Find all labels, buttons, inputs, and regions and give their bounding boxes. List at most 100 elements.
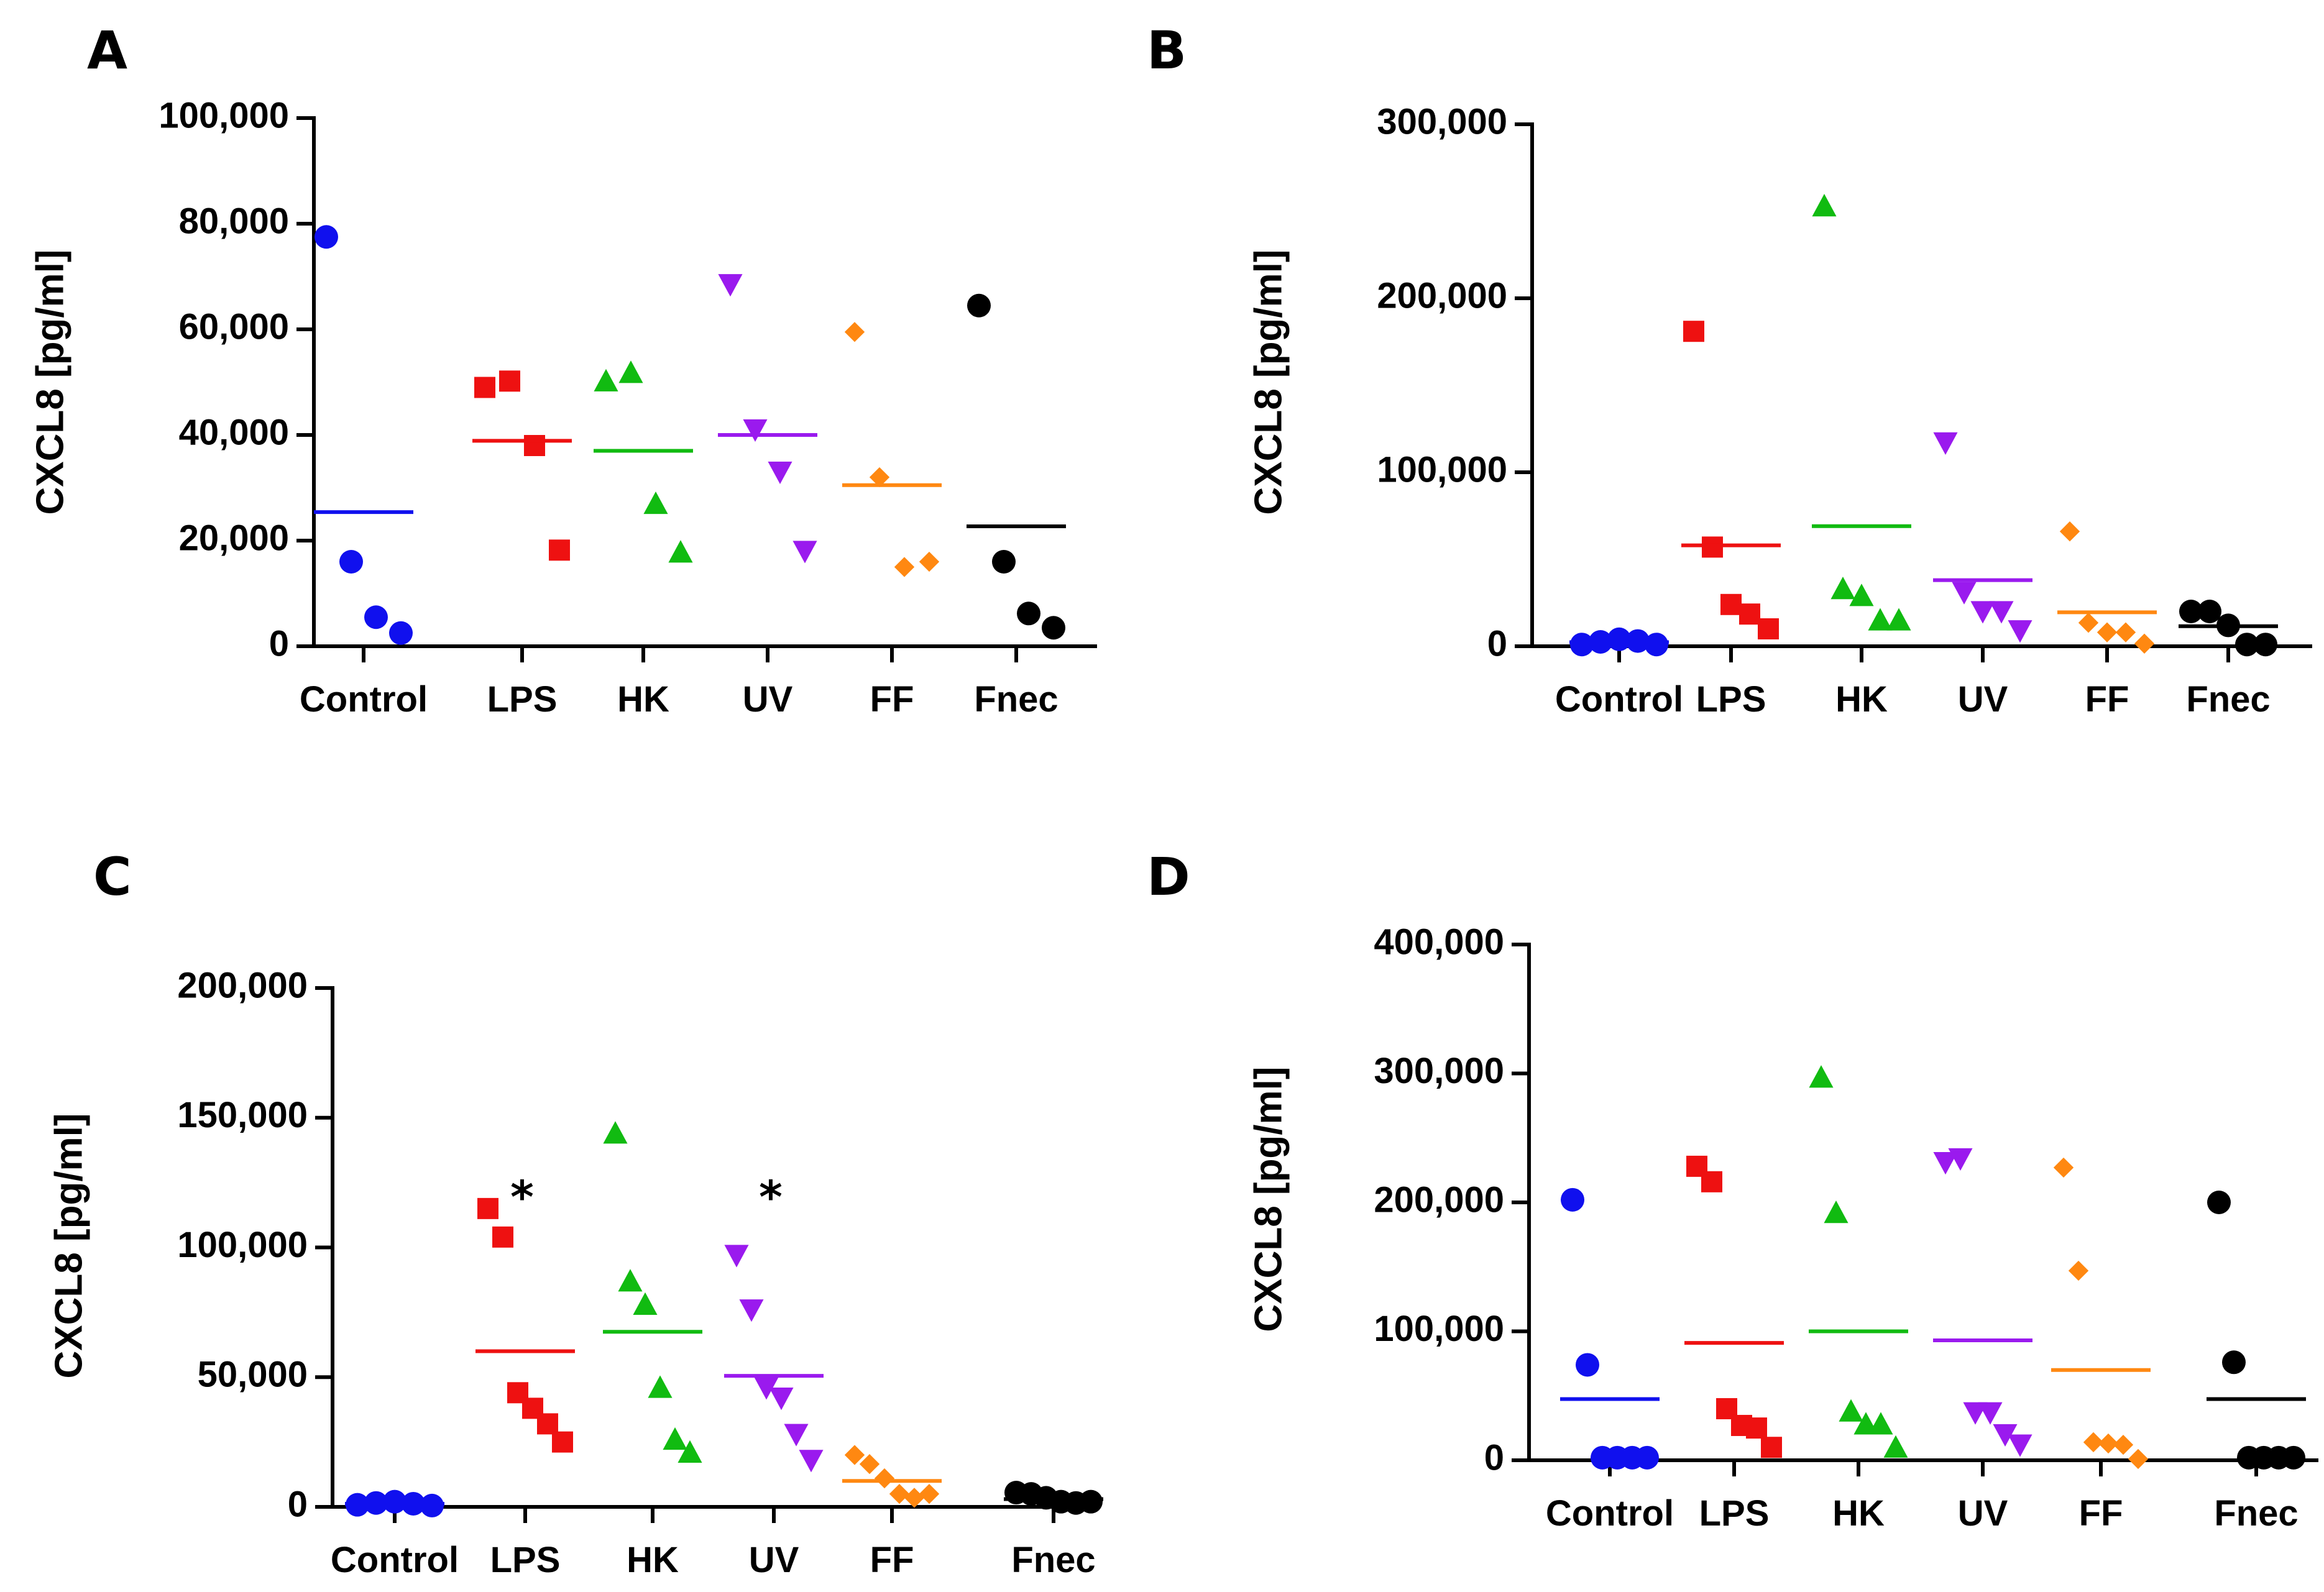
x-tick-label: HK [1835, 679, 1888, 720]
series-control [1560, 1187, 1660, 1470]
series-lps [1684, 1155, 1784, 1458]
data-point [1720, 593, 1742, 615]
data-point [1830, 577, 1855, 600]
x-tick-label: FF [870, 679, 914, 720]
data-point [1570, 633, 1594, 657]
y-tick-label: 100,000 [1377, 449, 1507, 490]
data-point [633, 1292, 658, 1315]
y-tick-label: 0 [269, 623, 289, 664]
data-point [643, 491, 668, 515]
x-tick-label: LPS [490, 1540, 561, 1580]
data-point [1824, 1201, 1849, 1224]
data-point [718, 274, 743, 297]
data-point [769, 1388, 794, 1411]
data-point [2179, 600, 2203, 623]
series-ff [842, 1445, 942, 1508]
data-point [1746, 1417, 1767, 1439]
data-point [904, 1488, 925, 1508]
x-tick-label: FF [2085, 679, 2129, 720]
data-point [315, 225, 338, 249]
data-point [1978, 1402, 2003, 1425]
y-tick-label: 50,000 [198, 1355, 308, 1395]
data-point [1883, 1435, 1908, 1458]
x-tick-label: Control [1555, 679, 1683, 720]
data-point [768, 461, 792, 485]
x-tick-label: UV [1958, 679, 2008, 720]
y-tick-label: 0 [1484, 1437, 1504, 1478]
data-point [648, 1375, 673, 1398]
x-tick-label: FF [2079, 1493, 2123, 1534]
y-tick-label: 200,000 [1377, 275, 1507, 316]
series-uv [1933, 1148, 2032, 1457]
data-point [389, 621, 413, 645]
data-point [383, 1489, 406, 1514]
y-tick-label: 400,000 [1374, 922, 1504, 962]
x-tick-label: Control [331, 1540, 459, 1580]
data-point [603, 1121, 628, 1144]
data-point [1042, 616, 1065, 640]
panel-a: A CXCL8 [pg/ml] 0 20,000 40,000 60,000 80,000 1… [29, 20, 1097, 720]
data-point [552, 1431, 573, 1453]
y-tick-label: 300,000 [1377, 101, 1507, 142]
data-point [474, 377, 495, 398]
panel-b: B CXCL8 [pg/ml] 0 100,000 200,000 300,000 Cont… [1147, 20, 2312, 720]
series-uv [724, 1245, 824, 1473]
x-tick-label: Control [300, 679, 428, 720]
data-point [1739, 603, 1760, 625]
data-point [1886, 608, 1911, 631]
data-point [919, 551, 940, 572]
data-point [1993, 1424, 2018, 1447]
data-point [668, 540, 693, 563]
data-point [844, 322, 865, 342]
data-point [2198, 600, 2221, 623]
data-point [492, 1226, 513, 1248]
series-control [345, 1489, 444, 1517]
y-tick-label: 100,000 [158, 95, 289, 135]
series-hk [1809, 1065, 1908, 1458]
series-ff [2057, 521, 2157, 654]
data-point [1812, 194, 1837, 217]
data-point [889, 1483, 910, 1504]
series-hk [1812, 194, 1911, 631]
data-point [792, 541, 817, 564]
data-point [1561, 1187, 1584, 1212]
data-point [1607, 627, 1631, 651]
y-tick-label: 150,000 [177, 1095, 308, 1135]
data-point [2008, 1434, 2032, 1457]
data-point [2207, 1191, 2231, 1214]
panel-letter: B [1147, 20, 1187, 81]
data-point [1868, 608, 1893, 631]
data-point [2115, 622, 2136, 643]
series-hk [594, 360, 693, 563]
data-point [1809, 1065, 1834, 1088]
panel-c: C CXCL8 [pg/ml] 0 50,000 100,000 150,000 200,0… [47, 846, 1103, 1580]
series-fnec [967, 293, 1066, 640]
data-point [594, 368, 618, 391]
panel-d: D CXCL8 [pg/ml] 0 100,000 200,000 300,000 400,… [1147, 846, 2318, 1534]
y-axis-label: CXCL8 [pg/ml] [1247, 1066, 1290, 1332]
data-point [1701, 1171, 1722, 1192]
data-point [537, 1413, 558, 1435]
data-point [743, 419, 768, 442]
y-tick-label: 100,000 [177, 1225, 308, 1265]
y-tick-label: 200,000 [1374, 1179, 1504, 1220]
y-tick-label: 20,000 [179, 518, 289, 558]
data-point [2254, 633, 2277, 657]
data-point [844, 1445, 865, 1465]
x-tick-label: LPS [487, 679, 558, 720]
data-point [618, 1269, 643, 1292]
data-point [967, 293, 991, 318]
data-point [799, 1450, 824, 1473]
data-point [739, 1299, 764, 1322]
data-point [339, 550, 363, 574]
y-tick-label: 200,000 [177, 965, 308, 1005]
data-point [618, 360, 643, 383]
data-point [2097, 622, 2118, 643]
x-tick-label: FF [870, 1540, 914, 1580]
data-point [2078, 613, 2099, 633]
data-point [1868, 1412, 1893, 1435]
panel-letter: D [1147, 846, 1190, 907]
data-point [1933, 432, 1958, 455]
x-tick-label: UV [1958, 1493, 2008, 1534]
